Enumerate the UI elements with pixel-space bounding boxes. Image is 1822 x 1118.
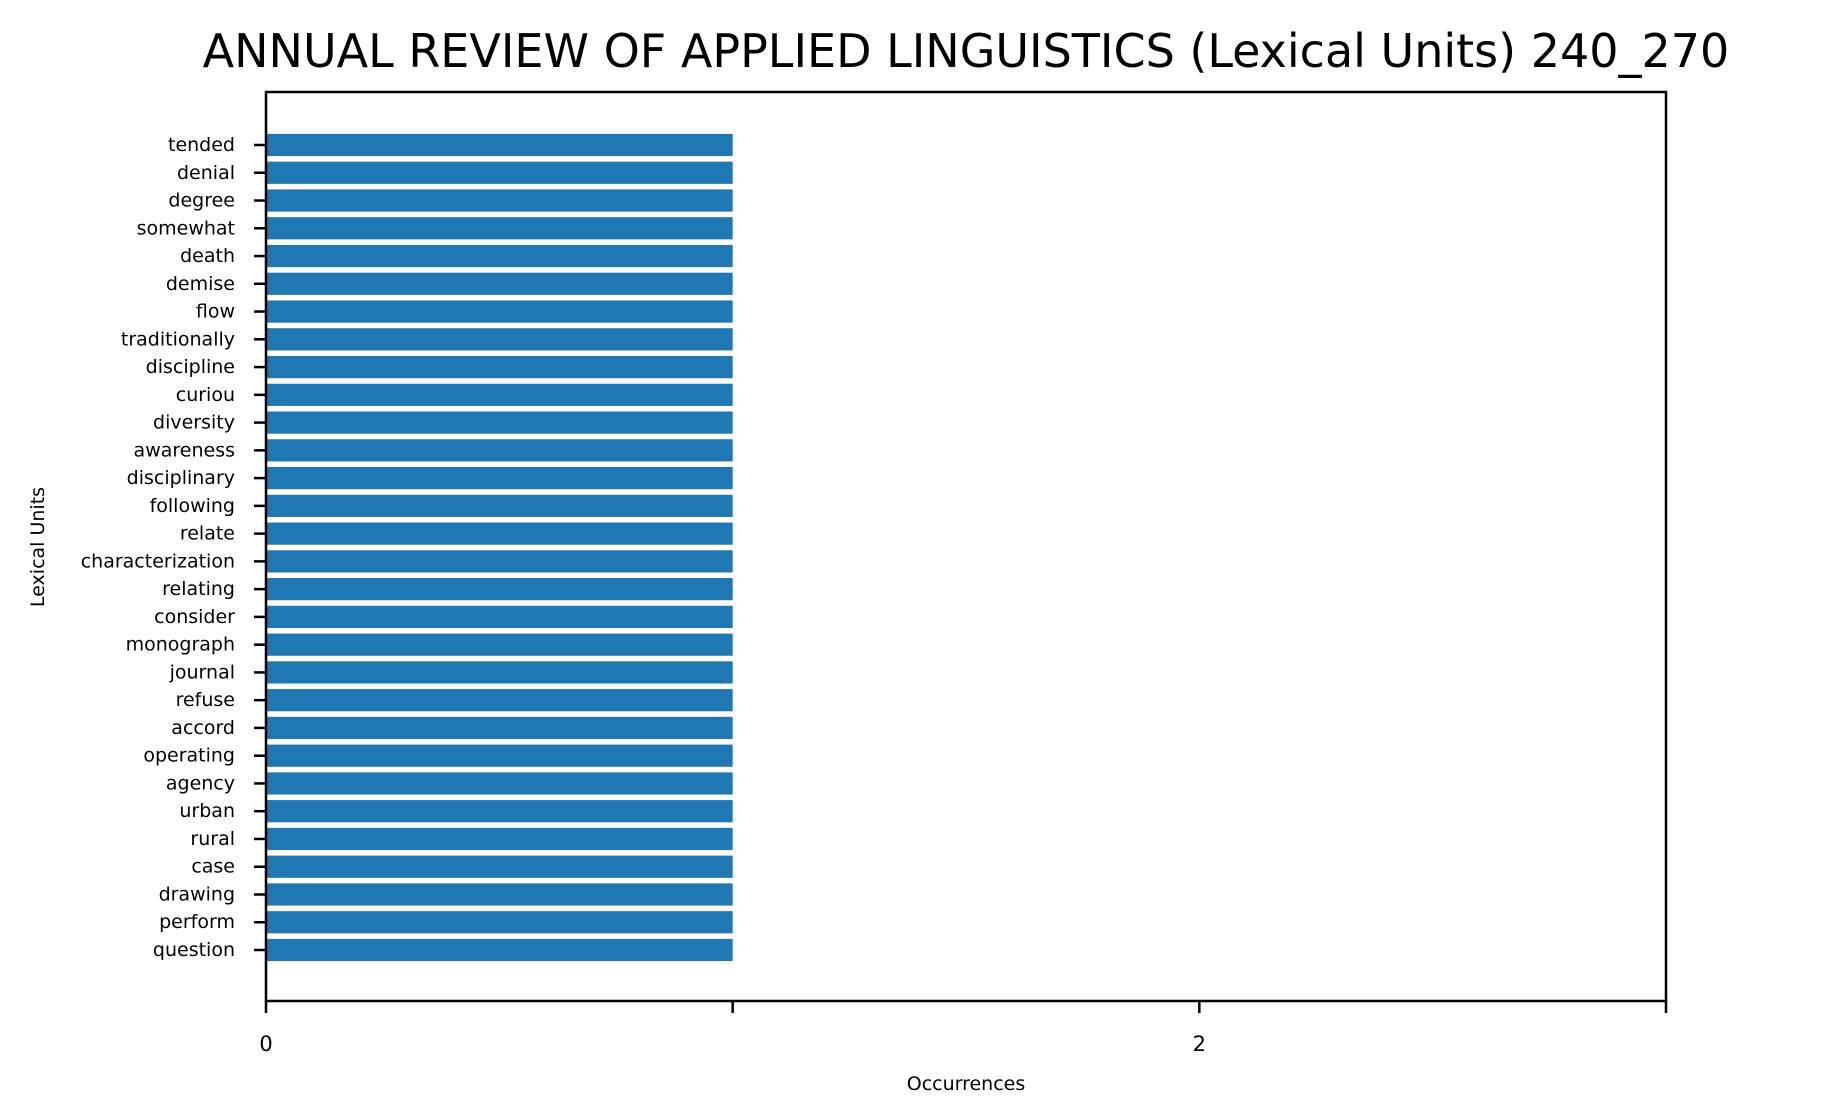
y-tick-label: denial (177, 162, 235, 184)
y-tick-label: operating (143, 745, 235, 767)
bar-following (266, 494, 733, 517)
bar-degree (266, 189, 733, 212)
bar-characterization (266, 550, 733, 573)
bar-diversity (266, 411, 733, 434)
bars-layer (266, 133, 733, 962)
bar-agency (266, 772, 733, 795)
y-tick-label: traditionally (121, 328, 235, 350)
bar-monograph (266, 633, 733, 656)
bar-flow (266, 300, 733, 323)
bar-denial (266, 161, 733, 184)
y-tick-labels: tended denial degree somewhat death demise flo… (81, 134, 266, 961)
y-tick-label: refuse (176, 689, 235, 711)
bar-discipline (266, 355, 733, 379)
y-tick-label: journal (169, 661, 235, 683)
bar-urban (266, 800, 733, 823)
bar-question (266, 938, 733, 962)
y-tick-label: rural (190, 828, 235, 850)
y-tick-label: accord (171, 717, 235, 739)
y-tick-label: somewhat (137, 217, 235, 239)
y-tick-label: following (150, 495, 235, 517)
y-tick-label: urban (179, 800, 235, 822)
y-tick-label: demise (166, 273, 235, 295)
y-tick-label: perform (159, 911, 235, 933)
y-tick-label: curiou (176, 384, 235, 406)
bar-relate (266, 522, 733, 545)
y-tick-label: tended (168, 134, 235, 156)
bar-rural (266, 827, 733, 851)
bar-consider (266, 605, 733, 628)
y-tick-label: agency (166, 772, 235, 794)
y-tick-label: consider (154, 606, 235, 628)
y-tick-label: discipline (146, 356, 235, 378)
bar-curiou (266, 383, 733, 406)
bar-awareness (266, 439, 733, 462)
bar-case (266, 855, 733, 878)
x-axis-label: Occurrences (907, 1073, 1026, 1095)
bar-disciplinary (266, 467, 733, 490)
y-tick-label: relate (180, 523, 235, 545)
y-tick-label: disciplinary (127, 467, 235, 489)
y-tick-label: flow (196, 301, 235, 323)
plot-frame (264, 90, 1668, 1003)
y-tick-label: death (180, 245, 235, 267)
bar-perform (266, 911, 733, 934)
bar-journal (266, 661, 733, 684)
y-tick-label: question (153, 939, 235, 961)
bar-drawing (266, 883, 733, 906)
x-tick-label: 0 (259, 1032, 272, 1056)
y-tick-label: degree (168, 190, 235, 212)
x-tick-label: 2 (1193, 1032, 1206, 1056)
bar-relating (266, 578, 733, 601)
bar-traditionally (266, 328, 733, 351)
bar-demise (266, 272, 733, 295)
bar-death (266, 244, 733, 268)
y-tick-label: drawing (159, 883, 235, 905)
y-tick-label: characterization (81, 550, 235, 572)
y-tick-label: relating (162, 578, 235, 600)
y-tick-label: monograph (126, 634, 235, 656)
bar-somewhat (266, 217, 733, 240)
y-axis-label: Lexical Units (27, 487, 49, 607)
bar-operating (266, 744, 733, 767)
bar-accord (266, 716, 733, 740)
y-tick-label: awareness (134, 439, 235, 461)
chart-title: ANNUAL REVIEW OF APPLIED LINGUISTICS (Le… (203, 24, 1730, 78)
bar-tended (266, 133, 733, 157)
y-tick-label: diversity (153, 412, 235, 434)
y-tick-label: case (191, 856, 235, 878)
bar-refuse (266, 689, 733, 712)
